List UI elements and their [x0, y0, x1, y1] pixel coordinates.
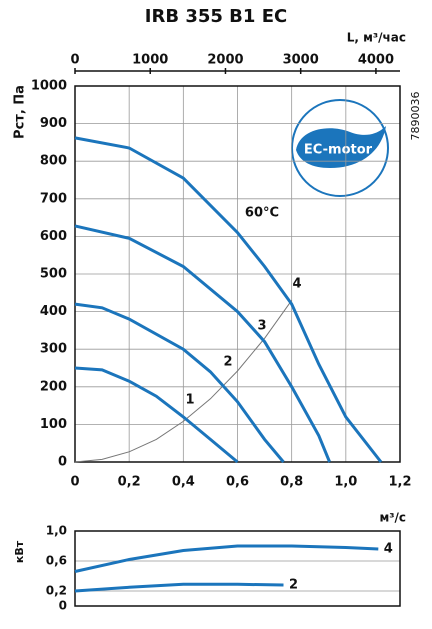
- x-tick-label: 0: [70, 475, 79, 490]
- x-tick-label: 0,6: [226, 475, 249, 490]
- x2-tick-label: 1000: [132, 53, 168, 68]
- badge-leaf: [296, 126, 386, 168]
- series-line: [74, 582, 284, 593]
- y-tick-label: 0,2: [46, 584, 67, 598]
- y-tick-label: 0: [58, 455, 67, 470]
- code-label: 7890036: [409, 92, 422, 141]
- ec-badge: EC-motor: [291, 99, 389, 197]
- y-tick-label: 600: [40, 229, 67, 244]
- y-tick-label: 500: [40, 267, 67, 282]
- x-axis-label: м³/с: [379, 511, 406, 525]
- y-axis-label: Рст, Па: [13, 85, 28, 139]
- series-label: 2: [223, 355, 232, 370]
- annotation: 60°C: [245, 206, 279, 221]
- y-tick-label: 1,0: [46, 524, 67, 538]
- x-tick-label: 0,2: [118, 475, 141, 490]
- series-line: [74, 302, 285, 463]
- y-tick-label: 0: [59, 599, 67, 613]
- badge-text: EC-motor: [304, 143, 373, 158]
- series-label: 4: [292, 277, 301, 292]
- y-tick-label: 200: [40, 379, 67, 394]
- y-tick-label: 800: [40, 154, 67, 169]
- series-label: 3: [257, 319, 266, 334]
- y-tick-label: 700: [40, 191, 67, 206]
- x2-tick-label: 0: [70, 53, 79, 68]
- y-tick-label: 300: [40, 342, 67, 357]
- x-tick-label: 0,8: [280, 475, 303, 490]
- x-tick-label: 1,0: [334, 475, 357, 490]
- series-line: [74, 544, 379, 573]
- y-tick-label: 900: [40, 116, 67, 131]
- plot-frame: [74, 530, 401, 607]
- x2-tick-label: 2000: [207, 53, 243, 68]
- x-tick-label: 1,2: [388, 475, 411, 490]
- y-tick-label: 400: [40, 304, 67, 319]
- y-tick-label: 1000: [31, 79, 67, 94]
- series-line: [74, 224, 331, 463]
- chart-title: IRB 355 B1 EC: [145, 6, 287, 27]
- y-tick-label: 100: [40, 417, 67, 432]
- series-label: 2: [289, 578, 298, 593]
- y-tick-label: 0,6: [46, 554, 67, 568]
- x2-tick-label: 4000: [358, 53, 394, 68]
- system-curve: [74, 300, 293, 463]
- series-label: 1: [185, 393, 194, 408]
- x2-axis-label: L, м³/час: [347, 31, 406, 45]
- series-line: [74, 366, 239, 464]
- x-tick-label: 0,4: [172, 475, 195, 490]
- x2-tick-label: 3000: [283, 53, 319, 68]
- series-line: [74, 136, 383, 463]
- y-axis-label: кВт: [13, 540, 26, 563]
- series-label: 4: [384, 542, 393, 557]
